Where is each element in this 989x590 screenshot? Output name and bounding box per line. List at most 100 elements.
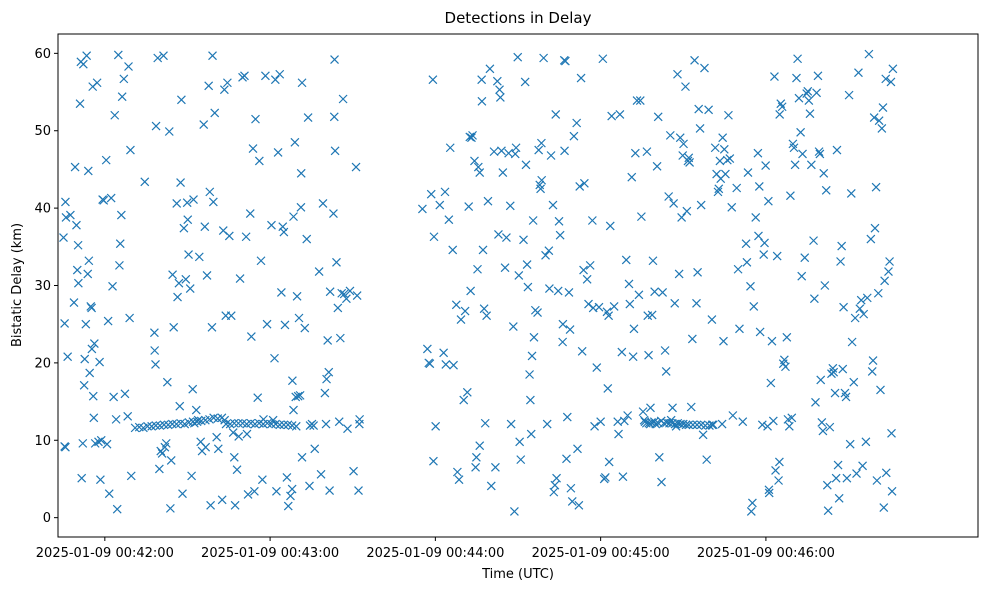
data-point (439, 348, 449, 358)
data-point (695, 123, 705, 133)
data-point (519, 235, 528, 245)
data-point (279, 420, 289, 430)
data-point (704, 105, 714, 115)
data-point (73, 240, 83, 250)
data-point (246, 332, 256, 341)
data-point (644, 350, 653, 360)
data-point (677, 212, 687, 222)
data-point (248, 144, 258, 153)
data-point (123, 411, 133, 421)
data-point (332, 257, 341, 267)
data-point (698, 430, 708, 440)
x-tick-label: 2025-01-09 00:44:00 (366, 546, 504, 561)
data-point (754, 231, 763, 241)
data-point (654, 452, 664, 462)
data-point (278, 222, 288, 232)
data-point (329, 209, 338, 218)
data-point (124, 62, 133, 71)
data-point (257, 475, 267, 485)
data-point (681, 82, 690, 92)
data-point (525, 395, 535, 405)
data-point (182, 198, 192, 208)
data-point (309, 421, 319, 430)
data-point (63, 352, 73, 362)
data-point (61, 212, 71, 222)
data-point (256, 256, 266, 266)
data-point (781, 362, 790, 372)
data-point (339, 289, 349, 299)
data-point (75, 99, 85, 109)
data-point (609, 301, 619, 311)
data-point (219, 85, 229, 95)
data-point (99, 195, 109, 205)
data-point (109, 392, 119, 402)
data-point (234, 431, 244, 441)
data-point (117, 92, 127, 102)
data-point (825, 422, 835, 432)
data-point (72, 220, 81, 230)
data-point (272, 486, 281, 496)
data-point (812, 88, 822, 98)
data-point (856, 295, 866, 305)
data-point (879, 503, 889, 513)
data-point (833, 460, 843, 470)
data-point (120, 389, 130, 399)
data-point (164, 127, 174, 136)
data-point (323, 336, 333, 345)
data-point (686, 402, 696, 412)
data-point (295, 390, 305, 400)
data-point (506, 419, 516, 429)
data-point (471, 452, 481, 462)
data-point (226, 311, 236, 321)
data-point (73, 278, 83, 288)
x-tick-label: 2025-01-09 00:45:00 (532, 546, 670, 561)
data-point (717, 419, 727, 429)
data-point (325, 287, 335, 297)
data-point (83, 269, 93, 279)
data-point (830, 388, 840, 398)
data-point (554, 216, 564, 226)
data-point (81, 319, 91, 329)
data-point (733, 264, 743, 274)
data-point (775, 110, 785, 119)
data-point (837, 241, 847, 251)
data-point (505, 201, 515, 211)
data-point (782, 332, 792, 342)
data-point (276, 288, 286, 297)
data-point (872, 476, 882, 485)
x-axis-label: Time (UTC) (481, 567, 554, 582)
data-point (355, 414, 365, 424)
data-point (669, 199, 679, 208)
data-point (193, 415, 203, 425)
data-point (456, 315, 466, 324)
data-point (566, 483, 576, 493)
data-point (338, 94, 348, 104)
data-point (816, 375, 826, 385)
data-point (270, 353, 279, 363)
data-point (798, 149, 807, 159)
data-point (113, 50, 123, 60)
data-point (742, 257, 752, 267)
data-point (202, 271, 212, 280)
data-point (751, 212, 761, 222)
data-point (605, 221, 615, 231)
data-point (153, 53, 163, 63)
data-point (761, 161, 771, 170)
data-point (175, 401, 185, 411)
data-point (173, 292, 182, 302)
data-point (224, 231, 234, 241)
data-point (628, 352, 638, 362)
data-point (449, 360, 458, 370)
data-point (206, 500, 216, 510)
data-point (793, 54, 803, 64)
data-point (576, 73, 586, 83)
data-point (617, 347, 627, 357)
data-point (558, 319, 568, 329)
data-point (249, 486, 259, 496)
data-point (165, 503, 175, 513)
data-point (539, 53, 549, 63)
data-point (692, 298, 701, 308)
plot-frame (57, 33, 979, 538)
data-point (508, 322, 518, 331)
